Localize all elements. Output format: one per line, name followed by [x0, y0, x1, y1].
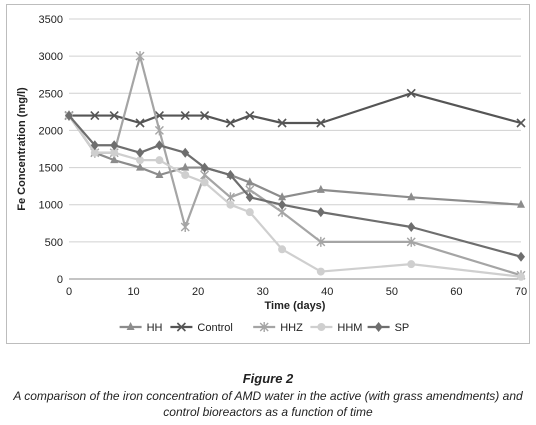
caption-title: Figure 2 — [242, 371, 294, 386]
x-tick-label: 60 — [450, 286, 462, 298]
data-point-sp — [65, 110, 73, 121]
y-tick-label: 2000 — [39, 125, 63, 137]
data-point-control — [180, 111, 190, 121]
legend-marker-hh — [126, 322, 135, 330]
data-point-hh — [407, 192, 416, 201]
data-point-hhm — [316, 267, 325, 276]
data-point-hhz — [406, 236, 416, 247]
x-tick-label: 50 — [386, 286, 398, 298]
x-tick-label: 40 — [321, 286, 333, 298]
data-point-sp — [517, 251, 525, 262]
legend-marker-hhz — [259, 322, 269, 332]
y-tick-label: 3500 — [39, 14, 63, 26]
data-point-hh — [136, 162, 145, 171]
y-axis-title: Fe Concentration (mg/l) — [16, 87, 28, 211]
data-point-hhm — [245, 208, 254, 217]
x-tick-label: 20 — [192, 286, 204, 298]
data-point-hhm — [110, 148, 119, 157]
data-point-control — [316, 118, 326, 128]
data-point-sp — [90, 140, 99, 151]
y-tick-label: 0 — [57, 274, 63, 286]
line-chart: 0 500 1000 1500 2000 2500 3000 3500 0 10 20 30 40 50 6… — [16, 14, 527, 334]
data-point-hhm — [407, 260, 416, 269]
legend-entry-control: Control — [170, 322, 233, 334]
data-point-hh — [245, 177, 254, 186]
y-tick-label: 500 — [45, 237, 63, 249]
data-point-hhz — [316, 236, 326, 247]
y-tick-label: 1500 — [39, 163, 63, 175]
data-point-control — [90, 111, 100, 121]
data-point-sp — [278, 199, 287, 210]
data-point-control — [135, 118, 145, 128]
data-point-sp — [136, 147, 145, 158]
y-tick-label: 3000 — [39, 51, 63, 63]
data-point-sp — [226, 170, 235, 180]
data-point-hhz — [135, 51, 145, 62]
legend-label-hhz: HHZ — [280, 322, 303, 334]
series-hhm — [65, 111, 525, 281]
data-point-control — [516, 118, 526, 128]
x-tick-label: 10 — [127, 286, 139, 298]
data-point-sp — [200, 162, 209, 173]
data-point-hh — [517, 199, 525, 208]
data-point-hhm — [226, 200, 235, 209]
data-point-sp — [110, 140, 119, 151]
data-point-sp — [155, 140, 164, 151]
y-tick-label: 1000 — [39, 200, 63, 212]
data-point-hhm — [200, 178, 209, 187]
series-control — [64, 88, 526, 128]
data-point-sp — [245, 192, 254, 203]
data-point-control — [109, 111, 119, 121]
series-line-hhm — [68, 114, 522, 278]
data-point-sp — [316, 207, 325, 218]
data-point-hhm — [278, 245, 287, 254]
legend-entry-hh: HH — [119, 322, 163, 334]
x-tick-label: 0 — [66, 286, 72, 298]
data-point-hhm — [136, 156, 145, 165]
data-point-sp — [407, 222, 416, 232]
data-point-hhz — [180, 222, 190, 232]
data-point-control — [277, 118, 287, 128]
y-tick-label: 2500 — [39, 88, 63, 100]
legend-label-control: Control — [197, 322, 232, 334]
legend-label-hh: HH — [147, 322, 163, 334]
data-point-control — [200, 111, 210, 121]
legend-label-hhm: HHM — [337, 322, 362, 334]
legend-marker-control — [176, 322, 186, 332]
data-point-hh — [110, 155, 119, 164]
data-point-hhz — [154, 125, 164, 136]
x-tick-label: 30 — [257, 286, 269, 298]
x-axis-title: Time (days) — [265, 300, 326, 312]
figure-caption: Figure 2 A comparison of the iron concen… — [0, 370, 536, 420]
caption-text: A comparison of the iron concentration o… — [13, 389, 523, 419]
x-tick-label: 70 — [515, 286, 527, 298]
legend-entry-hhm: HHM — [310, 322, 362, 334]
legend-entry-hhz: HHZ — [253, 322, 303, 334]
legend-marker-sp — [374, 322, 383, 332]
data-point-hh — [278, 192, 287, 201]
data-point-hhm — [155, 156, 164, 165]
chart-frame: 0 500 1000 1500 2000 2500 3000 3500 0 10 20 30 40 50 6… — [6, 4, 530, 344]
data-point-control — [245, 111, 255, 121]
series-line-sp — [68, 114, 522, 258]
data-point-hhz — [225, 192, 235, 203]
data-point-hhm — [90, 148, 99, 157]
data-point-hh — [155, 170, 164, 178]
data-point-hhm — [181, 171, 190, 179]
series-line-control — [69, 92, 522, 125]
data-point-control — [225, 118, 235, 128]
data-point-hh — [181, 162, 190, 171]
legend-marker-hhm — [317, 323, 326, 331]
data-point-sp — [181, 147, 190, 158]
series-sp — [65, 110, 525, 262]
data-point-hh — [316, 184, 325, 193]
data-point-control — [406, 88, 416, 98]
legend-label-sp: SP — [395, 322, 410, 334]
data-point-hhm — [517, 272, 525, 281]
legend-entry-sp: SP — [367, 322, 410, 334]
